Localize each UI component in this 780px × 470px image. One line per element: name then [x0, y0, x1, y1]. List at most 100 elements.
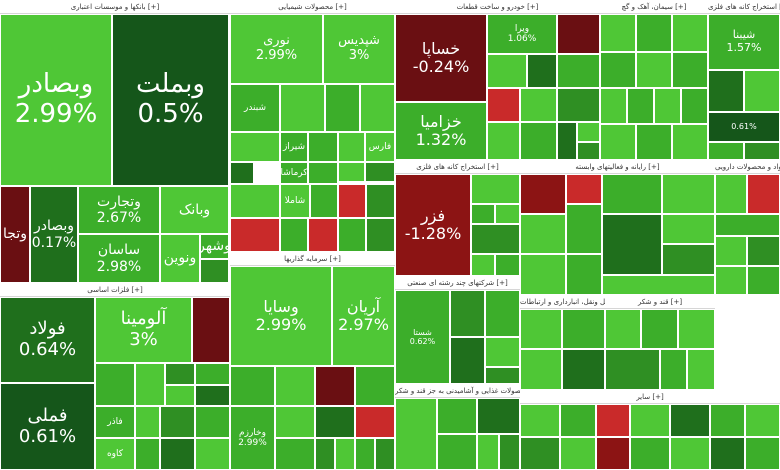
stock-tile[interactable]: شیبنا 1.57% [708, 14, 780, 70]
sector-title[interactable]: خودرو و ساخت قطعات [+] [395, 0, 600, 14]
stock-tile[interactable] [477, 434, 499, 470]
stock-tile[interactable] [315, 406, 355, 438]
stock-tile[interactable] [520, 214, 566, 254]
stock-tile[interactable] [195, 438, 230, 470]
stock-tile[interactable]: وتجارت 2.67% [78, 186, 160, 234]
stock-tile[interactable] [681, 88, 708, 124]
sector-title[interactable]: محصولات غذایی و آشامیدنی به جز قند و شکر… [395, 384, 520, 398]
stock-tile[interactable]: فارس [365, 132, 395, 162]
stock-tile[interactable] [708, 70, 744, 112]
stock-tile[interactable] [471, 204, 495, 224]
stock-tile[interactable] [230, 162, 254, 184]
stock-tile[interactable]: شاملا [280, 184, 310, 218]
stock-tile[interactable]: وبملت 0.5% [112, 14, 229, 186]
stock-tile[interactable]: نوری 2.99% [230, 14, 323, 84]
stock-tile[interactable] [600, 88, 627, 124]
sector-title[interactable]: بانکها و موسسات اعتباری [+] [0, 0, 230, 14]
stock-tile[interactable] [275, 406, 315, 438]
sector-title[interactable]: حمل ونقل، انبارداری و ارتباطات [+] [520, 295, 605, 309]
stock-tile[interactable] [710, 404, 745, 437]
stock-tile[interactable]: شیراز [280, 132, 308, 162]
stock-tile[interactable] [195, 363, 230, 385]
stock-tile[interactable] [280, 84, 325, 132]
stock-tile[interactable]: فملی 0.61% [0, 383, 95, 470]
stock-tile[interactable] [485, 290, 520, 337]
stock-tile[interactable] [557, 122, 577, 160]
stock-tile[interactable]: ساسان 2.98% [78, 234, 160, 283]
stock-tile[interactable]: کاوه [95, 438, 135, 470]
stock-tile[interactable] [687, 349, 715, 390]
stock-tile[interactable] [636, 14, 672, 52]
stock-tile[interactable] [315, 366, 355, 406]
stock-tile[interactable]: آلومینا 3% [95, 297, 192, 363]
stock-tile[interactable] [355, 438, 375, 470]
stock-tile[interactable] [360, 84, 395, 132]
stock-tile[interactable] [744, 70, 780, 112]
stock-tile[interactable] [527, 54, 557, 88]
stock-tile[interactable] [355, 366, 395, 406]
stock-tile[interactable] [660, 349, 687, 390]
stock-tile[interactable] [280, 218, 308, 252]
sector-title[interactable]: سرمایه گذاریها [+] [230, 252, 395, 266]
stock-tile[interactable]: خساپا -0.24% [395, 14, 487, 102]
stock-tile[interactable] [520, 122, 557, 160]
stock-tile[interactable] [715, 266, 747, 295]
sector-title[interactable]: شرکتهای چند رشته ای صنعتی [+] [395, 276, 520, 290]
sector-title[interactable]: سیمان، آهک و گچ [+] [600, 0, 708, 14]
stock-tile[interactable] [230, 218, 280, 252]
stock-tile[interactable] [230, 366, 275, 406]
stock-tile[interactable] [670, 404, 710, 437]
stock-tile[interactable] [450, 290, 485, 337]
stock-tile[interactable] [450, 337, 485, 384]
stock-tile[interactable] [672, 124, 708, 160]
stock-tile[interactable] [471, 174, 520, 204]
stock-tile[interactable] [135, 438, 160, 470]
stock-tile[interactable] [315, 438, 335, 470]
stock-tile[interactable] [747, 174, 780, 214]
stock-tile[interactable] [437, 434, 477, 470]
stock-tile[interactable] [602, 275, 715, 295]
stock-tile[interactable]: شبندر [230, 84, 280, 132]
stock-tile[interactable] [641, 309, 678, 349]
stock-tile[interactable] [672, 52, 708, 88]
stock-tile[interactable] [627, 88, 654, 124]
stock-tile[interactable] [495, 204, 520, 224]
stock-tile[interactable] [747, 236, 780, 266]
stock-tile[interactable] [678, 309, 715, 349]
stock-tile[interactable] [487, 54, 527, 88]
stock-tile[interactable] [160, 406, 195, 438]
stock-tile[interactable] [477, 398, 520, 434]
stock-tile[interactable] [355, 406, 395, 438]
stock-tile[interactable] [366, 218, 395, 252]
stock-tile[interactable]: شستا 0.62% [395, 290, 450, 384]
stock-tile[interactable] [566, 204, 602, 254]
stock-tile[interactable] [437, 398, 477, 434]
stock-tile[interactable] [487, 88, 520, 122]
stock-tile[interactable] [560, 404, 596, 437]
stock-tile[interactable] [605, 349, 660, 390]
stock-tile[interactable] [338, 162, 365, 182]
stock-tile[interactable] [471, 224, 520, 254]
stock-tile[interactable] [230, 184, 280, 218]
stock-tile[interactable] [308, 218, 338, 252]
stock-tile[interactable] [715, 174, 747, 214]
stock-tile[interactable] [520, 254, 566, 295]
stock-tile[interactable] [485, 367, 520, 384]
stock-tile[interactable]: کرماشا [280, 162, 308, 184]
stock-tile[interactable] [662, 214, 715, 244]
stock-tile[interactable]: وبصادر 0.17% [30, 186, 78, 283]
stock-tile[interactable] [654, 88, 681, 124]
sector-title[interactable]: استخراج کانه های فلزی [+] [395, 160, 520, 174]
stock-tile[interactable] [308, 162, 338, 184]
stock-tile[interactable] [366, 184, 395, 218]
sector-title[interactable]: استخراج کانه های فلزی [+] [708, 0, 780, 14]
stock-tile[interactable] [499, 434, 520, 470]
stock-tile[interactable] [195, 406, 230, 438]
stock-tile[interactable] [596, 437, 630, 470]
stock-tile[interactable] [338, 184, 366, 218]
stock-tile[interactable] [557, 14, 600, 54]
stock-tile[interactable] [165, 385, 195, 406]
stock-tile[interactable]: وخارزم 2.99% [230, 406, 275, 470]
stock-tile[interactable] [708, 142, 744, 160]
stock-tile[interactable] [520, 309, 562, 349]
